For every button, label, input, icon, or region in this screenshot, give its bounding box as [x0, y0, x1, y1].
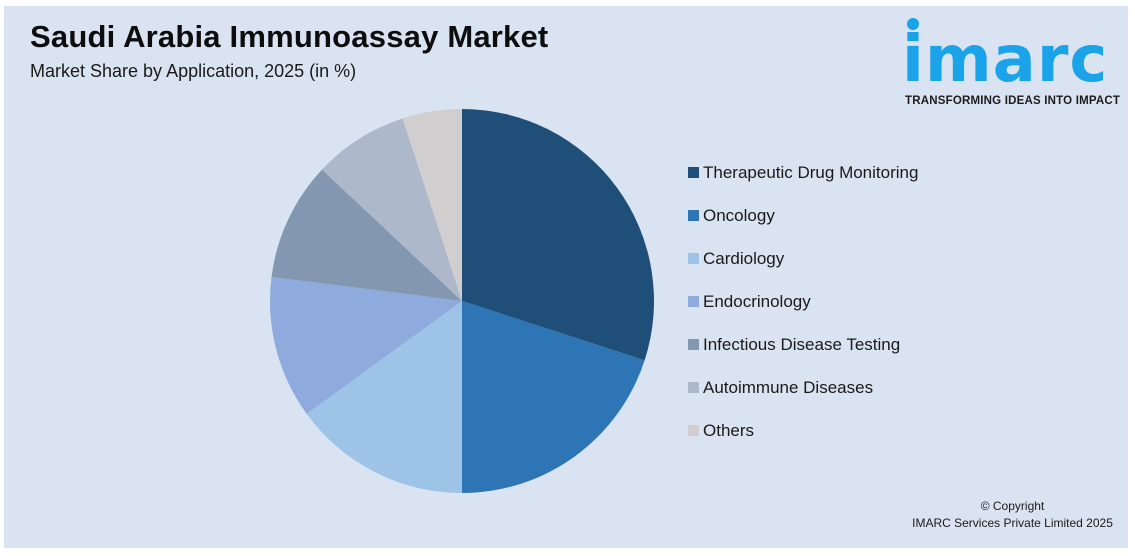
legend-item: Therapeutic Drug Monitoring [688, 151, 918, 194]
legend-label: Cardiology [703, 248, 785, 268]
legend-item: Oncology [688, 194, 918, 237]
legend-swatch-icon [688, 339, 699, 350]
legend-item: Infectious Disease Testing [688, 323, 918, 366]
legend-item: Cardiology [688, 237, 918, 280]
legend-swatch-icon [688, 296, 699, 307]
legend-label: Infectious Disease Testing [703, 334, 901, 354]
pie-slice-others [402, 109, 462, 301]
copyright-notice: © Copyright IMARC Services Private Limit… [900, 498, 1125, 532]
legend-swatch-icon [688, 425, 699, 436]
copyright-line: © Copyright [980, 499, 1045, 513]
pie-slice-cardiology [306, 301, 462, 493]
legend-swatch-icon [688, 167, 699, 178]
legend-label: Others [703, 420, 755, 440]
legend-label: Autoimmune Diseases [703, 377, 874, 397]
legend-item: Autoimmune Diseases [688, 366, 918, 409]
legend-label: Therapeutic Drug Monitoring [703, 162, 919, 182]
logo-wordmark: imarc [902, 23, 1109, 97]
legend-swatch-icon [688, 253, 699, 264]
pie-slice-autoimmune-diseases [322, 118, 462, 302]
legend-label: Oncology [703, 205, 775, 225]
chart-legend: Therapeutic Drug Monitoring Oncology Cardi… [688, 151, 918, 452]
pie-slice-oncology [462, 301, 645, 493]
legend-item: Endocrinology [688, 280, 918, 323]
chart-title: Saudi Arabia Immunoassay Market [30, 19, 549, 54]
logo-tagline: TRANSFORMING IDEAS INTO IMPACT [905, 95, 1121, 107]
pie-chart [269, 109, 654, 493]
copyright-company: IMARC Services Private Limited 2025 [912, 516, 1113, 530]
legend-swatch-icon [688, 210, 699, 221]
legend-label: Endocrinology [703, 291, 811, 311]
legend-item: Others [688, 409, 918, 452]
logo-dot-icon [907, 18, 919, 30]
chart-subtitle: Market Share by Application, 2025 (in %) [30, 61, 357, 81]
pie-slice-infectious-disease-testing [271, 169, 462, 301]
imarc-logo: imarc TRANSFORMING IDEAS INTO IMPACT [900, 14, 1125, 114]
pie-slice-therapeutic-drug-monitoring [462, 109, 654, 361]
legend-swatch-icon [688, 382, 699, 393]
pie-slice-endocrinology [269, 276, 462, 414]
